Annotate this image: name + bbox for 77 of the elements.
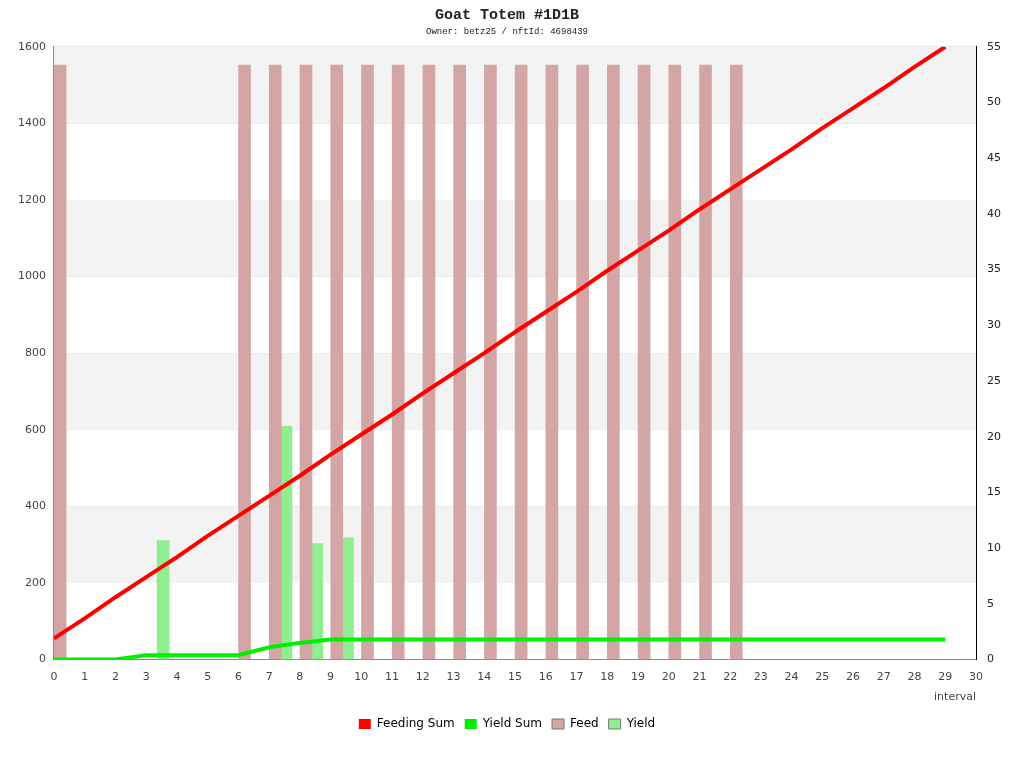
- bar: [268, 64, 282, 660]
- x-axis-title: interval: [934, 690, 976, 704]
- y-tick-label: 1000: [17, 269, 46, 283]
- x-tick-label: 20: [661, 670, 676, 684]
- y2-tick-label: 55: [987, 39, 1001, 53]
- x-tick-label: 19: [630, 670, 645, 684]
- x-tick-label: 24: [784, 670, 799, 684]
- x-tick-label: 17: [569, 670, 584, 684]
- y2-tick-label: 45: [987, 151, 1001, 165]
- y2-tick-label: 30: [987, 318, 1001, 332]
- x-tick-label: 26: [846, 670, 861, 684]
- x-tick-label: 2: [111, 670, 119, 684]
- x-tick-label: 0: [50, 670, 58, 684]
- y2-tick-label: 40: [987, 206, 1001, 220]
- x-tick-label: 12: [415, 670, 430, 684]
- bar: [453, 64, 467, 660]
- x-tick-label: 11: [385, 670, 400, 684]
- bar: [299, 64, 313, 660]
- x-tick-label: 1: [81, 670, 89, 684]
- x-tick-label: 5: [204, 670, 212, 684]
- y-tick-label: 1400: [17, 116, 46, 130]
- y-tick-label: 1200: [17, 192, 46, 206]
- chart-title: Goat Totem #1D1B: [434, 6, 580, 24]
- bar: [391, 64, 405, 660]
- x-tick-label: 16: [538, 670, 553, 684]
- x-tick-label: 7: [265, 670, 273, 684]
- bar: [361, 64, 374, 660]
- bar: [576, 64, 589, 660]
- x-tick-label: 30: [969, 670, 983, 684]
- y-tick-label: 1600: [17, 39, 46, 53]
- legend-label: Yield Sum: [481, 716, 542, 731]
- y-tick-label: 200: [24, 575, 46, 589]
- bar: [637, 64, 651, 660]
- bar: [668, 64, 682, 660]
- x-tick-label: 29: [938, 670, 953, 684]
- y2-tick-label: 15: [987, 485, 1001, 499]
- y2-tick-label: 10: [987, 541, 1001, 555]
- x-tick-label: 25: [815, 670, 830, 684]
- y-tick-label: 600: [24, 422, 46, 436]
- y2-tick-label: 5: [987, 596, 994, 610]
- x-tick-label: 23: [753, 670, 768, 684]
- legend-label: Feeding Sum: [376, 716, 455, 731]
- x-tick-label: 3: [142, 670, 150, 684]
- bar: [422, 64, 436, 660]
- chart-subtitle: Owner: betz25 / nftId: 4698439: [425, 26, 589, 37]
- x-tick-label: 15: [508, 670, 522, 684]
- y2-tick-label: 25: [987, 373, 1001, 387]
- x-tick-label: 21: [692, 670, 707, 684]
- x-tick-label: 27: [876, 670, 891, 684]
- bar: [545, 64, 559, 660]
- y-tick-label: 800: [24, 346, 46, 360]
- bar: [514, 64, 528, 660]
- y2-tick-label: 50: [987, 95, 1001, 109]
- x-tick-label: 6: [234, 670, 242, 684]
- x-tick-label: 4: [173, 670, 181, 684]
- x-tick-label: 18: [600, 670, 615, 684]
- bar: [53, 64, 67, 660]
- bar: [238, 64, 251, 660]
- bar: [607, 64, 620, 660]
- bar: [729, 64, 743, 660]
- y2-tick-label: 0: [987, 652, 994, 666]
- x-tick-label: 14: [477, 670, 492, 684]
- legend-label: Feed: [570, 716, 599, 731]
- y2-tick-label: 35: [987, 262, 1001, 276]
- x-tick-label: 13: [446, 670, 461, 684]
- y2-tick-label: 20: [987, 429, 1001, 443]
- bar: [330, 64, 344, 660]
- x-tick-label: 10: [354, 670, 369, 684]
- y-tick-label: 400: [24, 499, 46, 513]
- x-tick-label: 9: [327, 670, 335, 684]
- x-tick-label: 28: [907, 670, 922, 684]
- x-tick-label: 8: [296, 670, 304, 684]
- y-tick-label: 0: [38, 652, 46, 666]
- x-tick-label: 22: [723, 670, 738, 684]
- legend-label: Yield: [625, 716, 656, 731]
- bar: [699, 64, 712, 660]
- bar: [484, 64, 497, 660]
